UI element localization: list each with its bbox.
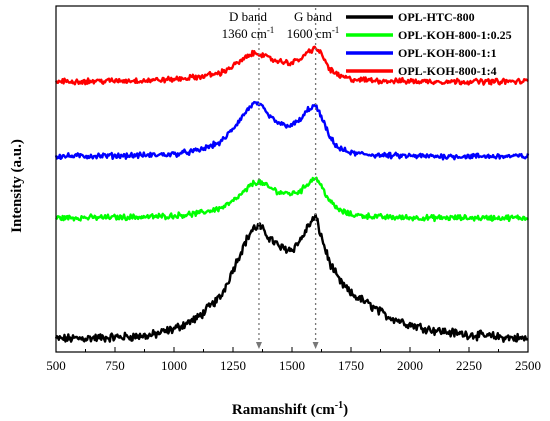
d-band-label: D band — [229, 9, 267, 24]
series-line-4 — [54, 45, 529, 86]
series-layer — [54, 45, 530, 343]
x-tick-label-500: 500 — [46, 358, 66, 373]
d-band-position: 1360 cm-1 — [222, 25, 275, 41]
x-tick-label-1000: 1000 — [161, 358, 187, 373]
g-band-label: G band — [294, 9, 332, 24]
legend-label-4: OPL-KOH-800-1:4 — [398, 64, 497, 78]
legend-label-2: OPL-KOH-800-1:0.25 — [398, 28, 512, 42]
series-line-3 — [54, 100, 530, 161]
band-lines — [255, 8, 319, 349]
legend-label-3: OPL-KOH-800-1:1 — [398, 46, 497, 60]
x-tick-label-750: 750 — [105, 358, 125, 373]
x-tick-label-1250: 1250 — [220, 358, 246, 373]
series-line-2 — [55, 176, 530, 223]
x-tick-label-2250: 2250 — [456, 358, 482, 373]
series-line-1 — [54, 213, 529, 343]
d-band-arrow — [255, 342, 262, 349]
x-axis-title: Ramanshift (cm-1) — [232, 400, 348, 418]
legend-label-1: OPL-HTC-800 — [398, 10, 475, 24]
y-axis-title: Intensity (a.u.) — [9, 139, 25, 233]
x-ticks: 500 750 1000 1250 1500 1750 2000 2250 2500 — [46, 347, 541, 373]
x-tick-label-2000: 2000 — [397, 358, 423, 373]
g-band-arrow — [312, 342, 319, 349]
x-tick-label-1750: 1750 — [338, 358, 364, 373]
legend: OPL-HTC-800 OPL-KOH-800-1:0.25 OPL-KOH-800… — [346, 10, 512, 78]
g-band-position: 1600 cm-1 — [287, 25, 340, 41]
x-tick-label-2500: 2500 — [515, 358, 541, 373]
x-tick-label-1500: 1500 — [279, 358, 305, 373]
